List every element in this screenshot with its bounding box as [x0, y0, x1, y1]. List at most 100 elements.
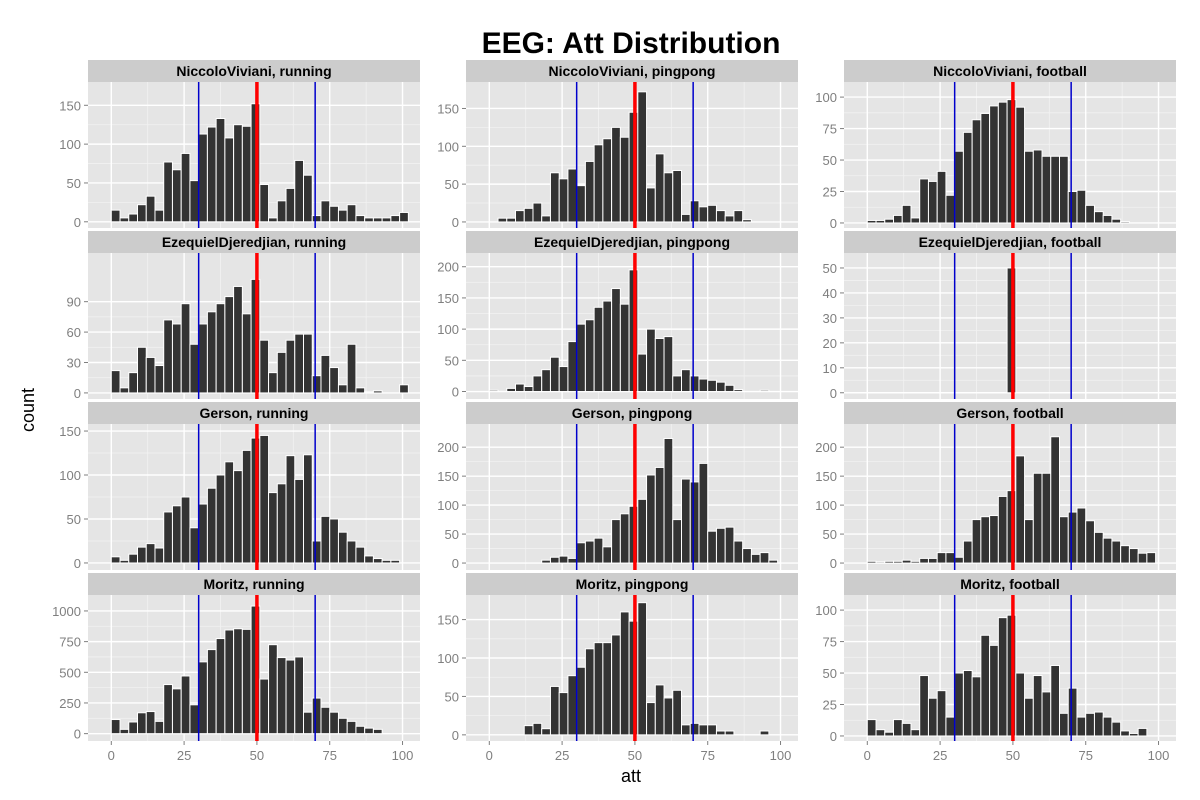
histogram-bar: [364, 391, 374, 394]
y-tick-label: 0: [830, 386, 837, 401]
histogram-bar: [198, 323, 208, 394]
y-tick-label: 30: [823, 311, 837, 326]
histogram-bar: [346, 343, 357, 394]
y-tick-label: 10: [823, 361, 837, 376]
y-tick-label: 200: [437, 440, 459, 455]
histogram-bar: [268, 644, 278, 735]
histogram-bar: [294, 656, 305, 735]
histogram-bar: [198, 661, 208, 735]
facet-strip: [88, 60, 420, 82]
y-tick-label: 50: [823, 527, 837, 542]
histogram-bar: [1050, 664, 1061, 737]
histogram-bar: [506, 217, 517, 223]
facet-panel: NiccoloViviani, football 0 25 50 75 100: [815, 60, 1176, 231]
histogram-bar: [549, 356, 560, 393]
histogram-bar: [646, 474, 656, 564]
histogram-bar: [707, 724, 717, 736]
histogram-bar: [1067, 511, 1078, 564]
histogram-bar: [337, 531, 348, 564]
histogram-bar: [593, 144, 604, 223]
histogram-bar: [1085, 712, 1095, 737]
histogram-bar: [584, 160, 595, 223]
y-tick-label: 100: [437, 498, 459, 513]
y-tick-label: 150: [437, 469, 459, 484]
histogram-bar: [189, 180, 200, 223]
histogram-bar: [145, 356, 156, 394]
y-tick-label: 0: [452, 556, 459, 571]
histogram-bar: [1041, 155, 1052, 224]
facet-title: NiccoloViviani, pingpong: [549, 63, 716, 79]
histogram-bar: [945, 552, 956, 564]
histogram-bar: [919, 557, 929, 564]
histogram-bar: [523, 725, 534, 736]
histogram-bar: [989, 644, 999, 737]
histogram-bar: [637, 353, 648, 393]
histogram-bar: [137, 204, 147, 223]
histogram-bar: [259, 678, 270, 735]
histogram-bar: [268, 492, 278, 564]
y-tick-label: 150: [437, 613, 459, 628]
y-tick-label: 150: [437, 101, 459, 116]
y-tick-label: 0: [74, 386, 81, 401]
histogram-bar: [329, 518, 339, 564]
histogram-bar: [672, 375, 683, 393]
histogram-bar: [698, 462, 709, 564]
histogram-bar: [875, 219, 886, 224]
histogram-bar: [215, 118, 226, 223]
x-tick-label: 75: [700, 748, 714, 763]
histogram-bar: [1032, 675, 1043, 737]
histogram-bar: [884, 218, 895, 224]
histogram-bar: [1120, 221, 1130, 224]
histogram-bar: [593, 537, 604, 564]
histogram-bar: [515, 383, 525, 393]
histogram-bar: [681, 478, 691, 564]
chart-title: EEG: Att Distribution: [482, 27, 781, 60]
x-tick-label: 25: [933, 748, 947, 763]
histogram-bar: [724, 730, 735, 736]
histogram-bar: [206, 311, 217, 394]
histogram-bar: [637, 602, 648, 736]
histogram-bar: [962, 540, 973, 564]
histogram-bar: [733, 389, 744, 393]
histogram-bar: [320, 515, 331, 564]
y-tick-label: 100: [815, 603, 837, 618]
histogram-bar: [637, 498, 648, 564]
histogram-bar: [681, 369, 691, 393]
histogram-bar: [137, 712, 147, 735]
histogram-bar: [1102, 537, 1113, 564]
x-tick-label: 50: [1006, 748, 1020, 763]
histogram-bar: [541, 728, 551, 736]
facet-title: NiccoloViviani, football: [933, 63, 1087, 79]
histogram-bar: [285, 339, 296, 394]
histogram-bar: [1111, 721, 1122, 737]
histogram-bar: [180, 152, 191, 223]
histogram-bar: [910, 217, 921, 224]
x-tick-label: 50: [250, 748, 264, 763]
histogram-bar: [750, 553, 761, 564]
facet-title: NiccoloViviani, running: [176, 63, 331, 79]
histogram-bar: [707, 530, 717, 564]
facet-title: Moritz, running: [203, 576, 304, 592]
histogram-bar: [663, 437, 674, 564]
histogram-bar: [646, 187, 656, 223]
histogram-bar: [224, 296, 235, 394]
histogram-bar: [110, 209, 121, 223]
histogram-bar: [997, 495, 1008, 564]
histogram-bar: [171, 169, 182, 223]
histogram-bar: [1050, 436, 1061, 564]
histogram-bar: [224, 629, 235, 735]
histogram-bar: [866, 219, 877, 224]
histogram-bar: [989, 515, 999, 564]
histogram-bar: [549, 172, 560, 223]
histogram-bar: [276, 200, 287, 223]
facet-panel: Moritz, football 0 25 50 75 100 0 25 50 75 100: [815, 573, 1176, 763]
histogram-bar: [171, 505, 182, 564]
histogram-bar: [611, 634, 621, 736]
y-tick-label: 25: [823, 698, 837, 713]
histogram-bar: [654, 337, 665, 393]
y-tick-label: 500: [59, 665, 81, 680]
y-tick-label: 50: [67, 176, 81, 191]
histogram-bar: [619, 303, 630, 393]
histogram-bar: [541, 369, 551, 393]
